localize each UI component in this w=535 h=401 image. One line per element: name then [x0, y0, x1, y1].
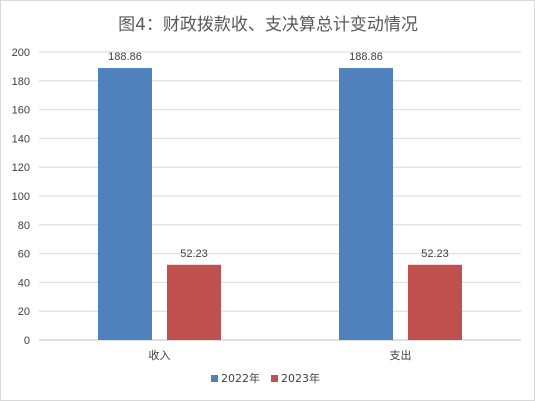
bar	[408, 264, 462, 340]
category-label: 收入	[149, 348, 171, 362]
chart-title: 图4：财政拨款收、支决算总计变动情况	[118, 15, 418, 35]
y-tick-label: 80	[18, 220, 30, 232]
y-tick-label: 160	[12, 105, 30, 117]
legend-swatch	[271, 375, 278, 382]
data-label: 52.23	[180, 248, 208, 260]
legend-label: 2023年	[281, 371, 320, 385]
bar	[339, 68, 393, 341]
y-axis: 0 20 40 60 80 100 120 140 160 180 200	[12, 47, 30, 347]
y-tick-label: 20	[18, 306, 30, 318]
y-tick-label: 100	[12, 191, 30, 203]
legend-label: 2022年	[221, 371, 260, 385]
data-label: 52.23	[421, 248, 449, 260]
legend-swatch	[211, 375, 218, 382]
data-label: 188.86	[108, 51, 142, 63]
bar	[98, 68, 152, 341]
y-tick-label: 140	[12, 133, 30, 145]
bar	[167, 264, 221, 340]
y-tick-label: 40	[18, 277, 30, 289]
y-tick-label: 60	[18, 249, 30, 261]
y-tick-label: 0	[24, 335, 30, 347]
y-tick-label: 120	[12, 162, 30, 174]
y-tick-label: 200	[12, 47, 30, 59]
data-labels: 188.86 52.23 188.86 52.23	[108, 51, 449, 260]
y-tick-label: 180	[12, 76, 30, 88]
bars	[98, 68, 462, 341]
data-label: 188.86	[349, 51, 383, 63]
legend: 2022年 2023年	[211, 371, 320, 385]
category-label: 支出	[390, 348, 412, 362]
x-axis: 收入 支出	[149, 348, 412, 362]
